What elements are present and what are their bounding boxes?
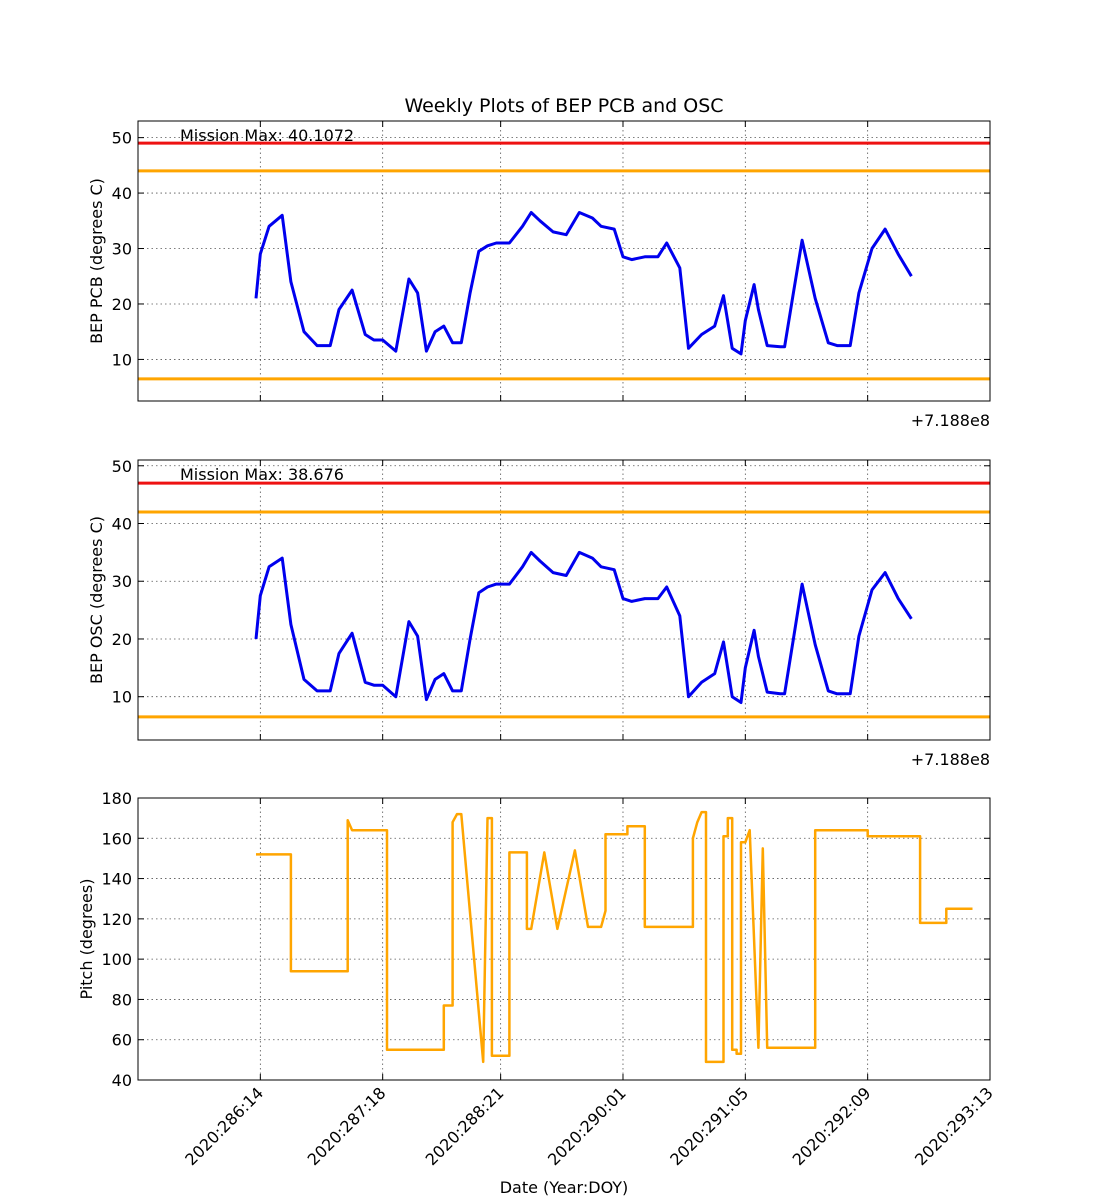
y-tick-label: 120 [101, 910, 132, 929]
y-tick-label: 40 [112, 184, 132, 203]
x-tick-label: 2020:288:21 [422, 1083, 508, 1169]
series-line [256, 810, 973, 1064]
y-axis-label-pitch: Pitch (degrees) [77, 879, 96, 1000]
pitch-panel: 40 60 80 100 120 140 160 180 2020:286:14 2020:287… [101, 789, 996, 1169]
plot-frame [137, 120, 991, 402]
x-tick-label: 2020:293:13 [911, 1083, 997, 1169]
plot-frame [137, 459, 991, 741]
y-tick-label: 160 [101, 829, 132, 848]
y-tick-label: 50 [112, 129, 132, 148]
x-tick-label: 2020:291:05 [666, 1083, 752, 1169]
x-axis-label: Date (Year:DOY) [500, 1178, 629, 1197]
mission-max-osc: Mission Max: 38.676 [180, 465, 344, 484]
y-tick-label: 40 [112, 515, 132, 534]
y-tick-label: 180 [101, 789, 132, 808]
y-tick-label: 50 [112, 457, 132, 476]
y-tick-label: 100 [101, 950, 132, 969]
x-tick-label: 2020:292:09 [789, 1083, 875, 1169]
chart-title: Weekly Plots of BEP PCB and OSC [404, 95, 723, 117]
y-tick-label: 20 [112, 295, 132, 314]
y-axis-label-pcb: BEP PCB (degrees C) [87, 178, 106, 344]
y-tick-label: 30 [112, 572, 132, 591]
plot-frame [137, 797, 991, 1081]
bep-osc-panel: 10 20 30 40 50 [112, 457, 991, 741]
y-tick-label: 60 [112, 1031, 132, 1050]
offset-text-osc: +7.188e8 [911, 750, 990, 769]
mission-max-pcb: Mission Max: 40.1072 [180, 126, 354, 145]
y-tick-label: 30 [112, 240, 132, 259]
x-tick-label: 2020:290:01 [544, 1083, 630, 1169]
y-tick-label: 10 [112, 350, 132, 369]
offset-text-pcb: +7.188e8 [911, 411, 990, 430]
y-axis-label-osc: BEP OSC (degrees C) [87, 516, 106, 684]
y-tick-label: 20 [112, 630, 132, 649]
y-tick-label: 140 [101, 870, 132, 889]
series-line [254, 550, 913, 704]
y-tick-label: 80 [112, 990, 132, 1009]
x-tick-label: 2020:286:14 [181, 1083, 267, 1169]
y-tick-label: 40 [112, 1071, 132, 1090]
y-tick-label: 10 [112, 688, 132, 707]
x-tick-label: 2020:287:18 [304, 1083, 390, 1169]
bep-pcb-panel: 10 20 30 40 50 [112, 120, 991, 402]
series-line [254, 211, 913, 356]
